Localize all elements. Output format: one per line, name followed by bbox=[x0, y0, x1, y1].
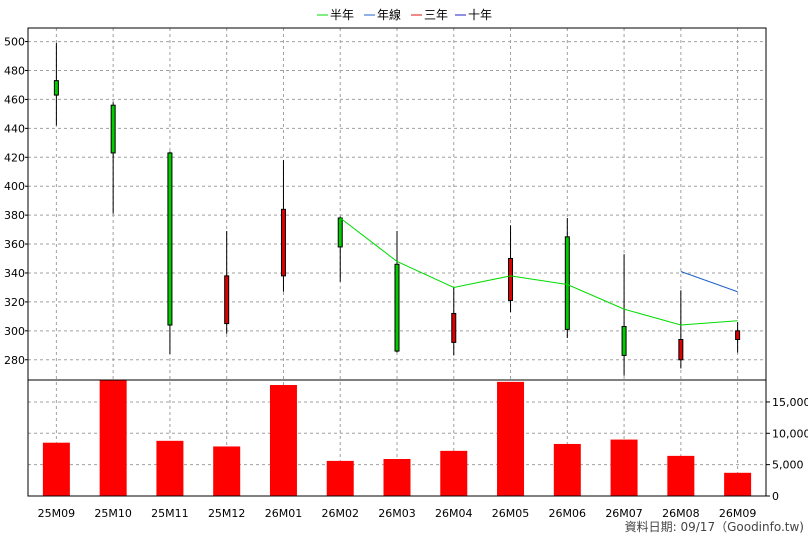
candle-body bbox=[735, 330, 741, 341]
x-tick-label: 26M02 bbox=[321, 507, 359, 520]
x-tick-label: 26M09 bbox=[719, 507, 757, 520]
legend: 半年 年線 三年 十年 bbox=[317, 7, 492, 22]
ma-year-line bbox=[680, 271, 738, 293]
price-tick-label: 400 bbox=[4, 180, 25, 193]
legend-item-ten-year: 十年 bbox=[455, 8, 492, 22]
volume-bar bbox=[42, 442, 70, 496]
legend-label-ten-year: 十年 bbox=[468, 8, 492, 22]
legend-label-three-year: 三年 bbox=[424, 8, 448, 22]
candle-body bbox=[394, 263, 400, 352]
candle-body bbox=[53, 80, 59, 96]
plot-frame bbox=[27, 27, 767, 497]
price-tick-label: 340 bbox=[4, 267, 25, 280]
candle-body bbox=[224, 275, 230, 325]
x-tick-label: 26M03 bbox=[378, 507, 416, 520]
volume-tick-label: 5,000 bbox=[772, 459, 804, 472]
candle-body bbox=[678, 339, 684, 361]
x-tick-label: 25M11 bbox=[151, 507, 189, 520]
price-tick-label: 380 bbox=[4, 209, 25, 222]
candle-body bbox=[564, 236, 570, 330]
volume-bar bbox=[383, 459, 411, 496]
price-tick-label: 320 bbox=[4, 296, 25, 309]
candle-body bbox=[167, 152, 173, 326]
volume-tick-label: 0 bbox=[772, 490, 779, 503]
legend-item-half-year: 半年 bbox=[317, 8, 354, 22]
volume-bar bbox=[269, 385, 297, 496]
volume-bar bbox=[667, 455, 695, 496]
x-tick-label: 26M01 bbox=[265, 507, 303, 520]
candle-body bbox=[508, 258, 514, 301]
candle-body bbox=[280, 208, 286, 277]
volume-tick-label: 10,000 bbox=[772, 427, 808, 440]
x-tick-label: 26M05 bbox=[492, 507, 530, 520]
x-tick-label: 25M09 bbox=[38, 507, 76, 520]
price-tick-label: 300 bbox=[4, 325, 25, 338]
x-tick-label: 25M10 bbox=[94, 507, 132, 520]
price-tick-label: 460 bbox=[4, 93, 25, 106]
x-tick-label: 25M12 bbox=[208, 507, 246, 520]
volume-bar bbox=[326, 460, 354, 496]
candlesticks bbox=[53, 43, 741, 376]
volume-tick-label: 15,000 bbox=[772, 396, 808, 409]
volume-bar bbox=[497, 381, 525, 496]
price-tick-label: 280 bbox=[4, 354, 25, 367]
candle-body bbox=[621, 325, 627, 356]
price-axis: 280 300 320 340 360 380 400 420 440 460 480 500 bbox=[4, 36, 28, 367]
footer-date: 資料日期: 09/17（Goodinfo.tw) bbox=[625, 520, 804, 534]
price-tick-label: 500 bbox=[4, 36, 25, 49]
price-tick-label: 440 bbox=[4, 122, 25, 135]
x-tick-label: 26M06 bbox=[549, 507, 587, 520]
candle-body bbox=[337, 217, 343, 248]
volume-bar bbox=[610, 439, 638, 496]
volume-bar bbox=[213, 446, 241, 496]
legend-label-half-year: 半年 bbox=[330, 8, 354, 22]
moving-averages bbox=[339, 217, 738, 326]
volume-bar bbox=[724, 472, 752, 496]
x-axis-labels: 25M09 25M10 25M11 25M12 26M01 26M02 26M03 26M04… bbox=[38, 507, 757, 520]
legend-item-three-year: 三年 bbox=[411, 8, 448, 22]
x-tick-label: 26M04 bbox=[435, 507, 473, 520]
legend-label-year: 年線 bbox=[377, 7, 401, 22]
price-tick-label: 420 bbox=[4, 151, 25, 164]
volume-axis: 0 5,000 10,000 15,000 bbox=[766, 396, 808, 503]
x-tick-label: 26M08 bbox=[662, 507, 700, 520]
volume-bar bbox=[99, 380, 127, 496]
x-tick-label: 26M07 bbox=[605, 507, 643, 520]
volume-bar bbox=[553, 443, 581, 496]
candle-body bbox=[110, 104, 116, 154]
volume-bar bbox=[440, 450, 468, 496]
legend-item-year: 年線 bbox=[364, 7, 401, 22]
volume-bar bbox=[156, 440, 184, 496]
price-tick-label: 480 bbox=[4, 64, 25, 77]
ma-half-year-line bbox=[339, 217, 738, 326]
volume-bars bbox=[42, 380, 752, 496]
candle-body bbox=[451, 312, 457, 343]
price-tick-label: 360 bbox=[4, 238, 25, 251]
